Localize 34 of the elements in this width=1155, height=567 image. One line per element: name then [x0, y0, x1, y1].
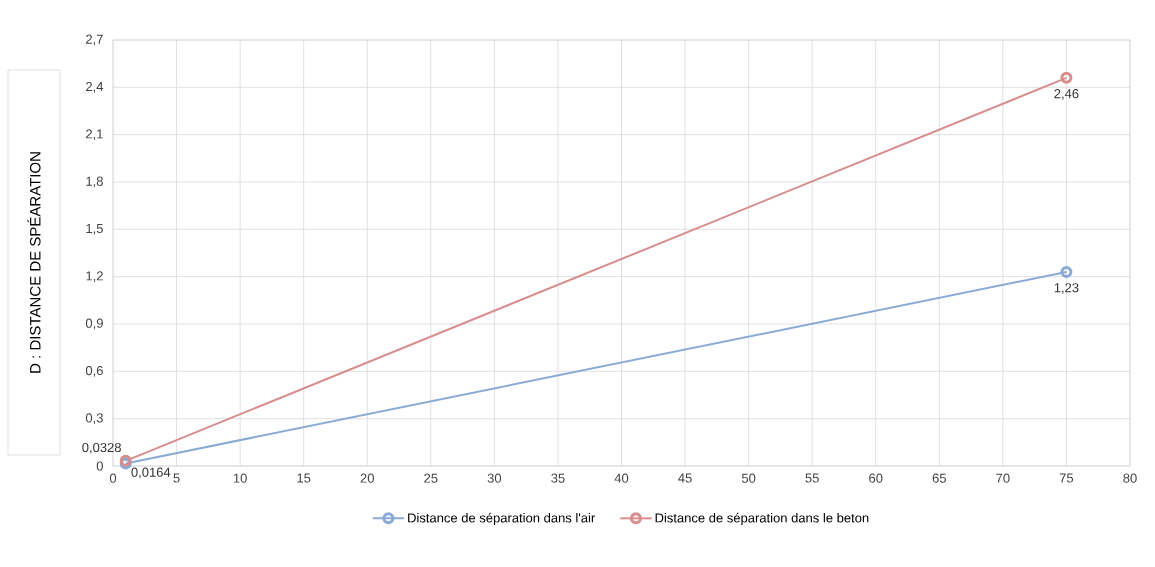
y-tick-label: 1,5: [86, 224, 103, 235]
y-tick-label: 2,7: [86, 34, 103, 46]
x-tick-label: 55: [805, 473, 819, 483]
legend-label: Distance de séparation dans l'air: [408, 512, 596, 526]
x-tick-label: 80: [1123, 473, 1137, 483]
x-tick-label: 35: [551, 473, 565, 483]
x-tick-label: 20: [360, 473, 374, 483]
x-tick-label: 30: [487, 473, 502, 483]
x-tick-label: 65: [932, 473, 946, 483]
data-label: 2,46: [1054, 89, 1079, 100]
x-tick-label: 10: [233, 473, 247, 483]
y-tick-label: 0: [96, 461, 103, 471]
y-tick-label: 0,6: [85, 365, 103, 377]
y-tick-label: 2,4: [86, 81, 104, 93]
data-label: 1,23: [1054, 283, 1079, 294]
x-tick-label: 40: [614, 473, 629, 483]
y-axis-title: D : DISTANCE DE SPÉARATION: [27, 152, 41, 373]
y-tick-label: 1,8: [86, 176, 103, 188]
x-tick-label: 25: [424, 473, 438, 483]
x-tick-label: 45: [678, 473, 692, 483]
x-tick-label: 75: [1059, 473, 1074, 483]
y-tick-label: 2,1: [86, 129, 103, 141]
y-tick-label: 0,9: [85, 318, 103, 330]
x-tick-label: 15: [297, 473, 311, 483]
data-label: 0,0164: [131, 467, 171, 479]
legend-label: Distance de séparation dans le beton: [655, 512, 869, 526]
x-tick-label: 50: [741, 473, 756, 483]
x-tick-label: 60: [869, 473, 883, 483]
y-tick-label: 1,2: [86, 271, 103, 283]
data-label: 0,0328: [82, 442, 121, 454]
x-tick-label: 70: [996, 473, 1010, 483]
x-tick-label: 5: [173, 473, 180, 483]
y-tick-label: 0,3: [85, 413, 103, 425]
x-tick-label: 0: [109, 473, 117, 483]
